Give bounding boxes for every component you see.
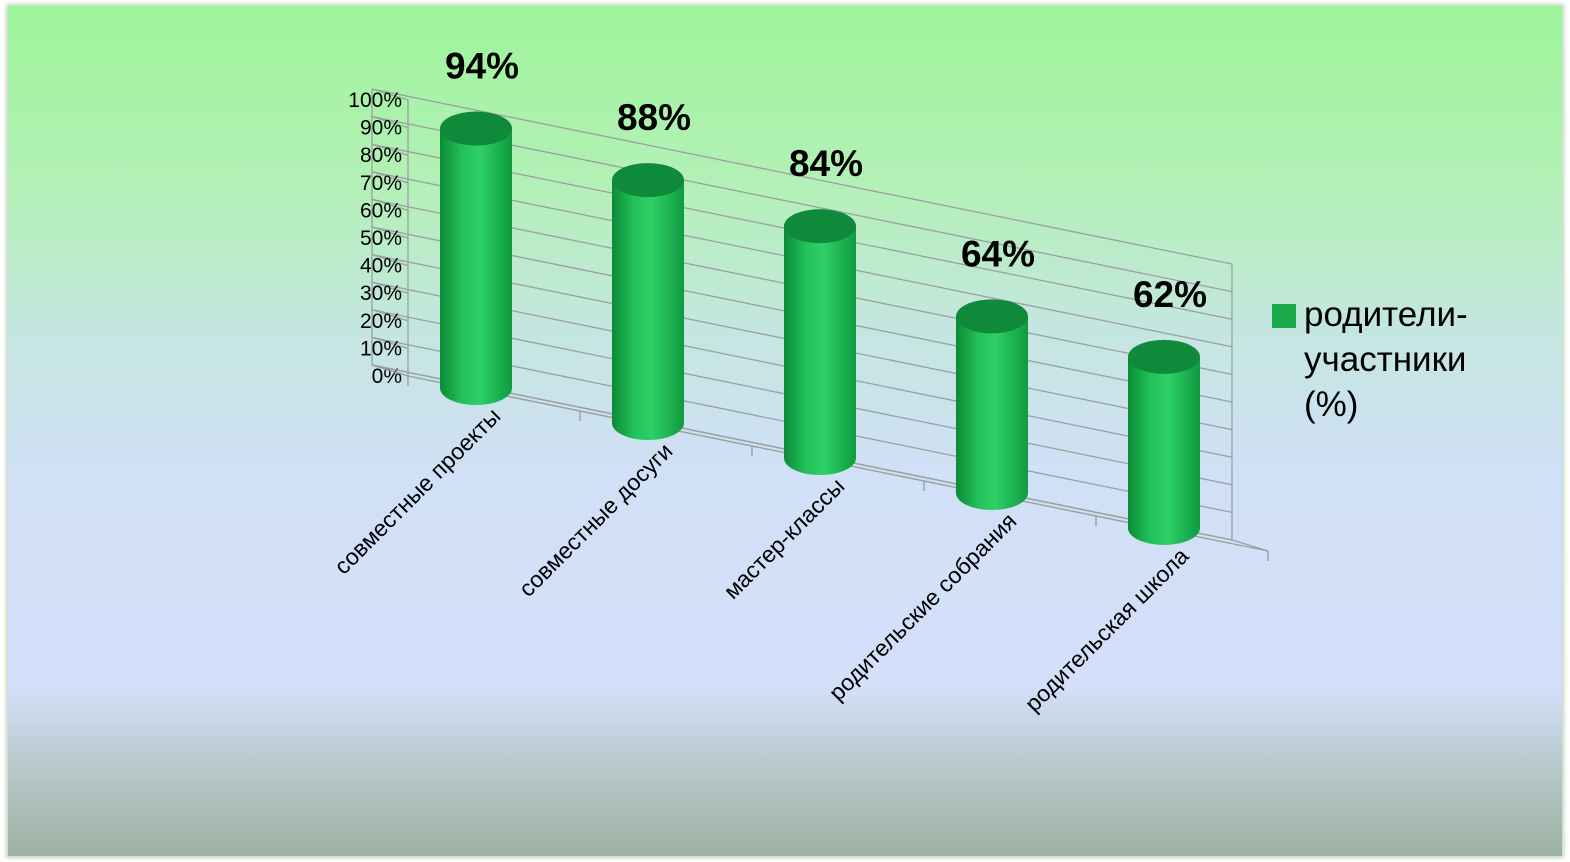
bar-body [784, 226, 856, 475]
bars [440, 111, 1200, 545]
x-category-label: родительская школа [1020, 543, 1194, 717]
side-gridline [371, 171, 409, 184]
bar-body [440, 128, 512, 405]
bar-body [956, 316, 1028, 510]
gridline [371, 115, 1233, 293]
bar-top [440, 111, 512, 146]
side-gridline [371, 115, 409, 129]
side-gridline [371, 88, 409, 101]
bar [956, 299, 1028, 510]
bar [612, 163, 684, 440]
x-category-label: родительские собрания [824, 508, 1022, 706]
y-tick-label: 60% [360, 199, 402, 222]
bar-top [956, 299, 1028, 334]
data-label: 88% [617, 97, 691, 138]
y-tick-label: 40% [360, 255, 402, 278]
x-category-label: совместные проекты [329, 403, 506, 580]
side-gridline [371, 198, 409, 212]
bar-top [612, 163, 684, 198]
data-label: 84% [789, 143, 863, 184]
side-gridline [371, 309, 409, 322]
x-category-label: мастер-классы [718, 473, 849, 604]
bar-top [784, 209, 856, 244]
floor-edge [1231, 539, 1269, 552]
y-tick-label: 20% [360, 310, 402, 333]
legend-swatch [1272, 304, 1296, 328]
data-label: 62% [1133, 274, 1207, 315]
y-tick-label: 0% [372, 365, 402, 388]
bar [1128, 339, 1200, 545]
bar [440, 111, 512, 405]
side-gridline [371, 143, 409, 156]
bar-body [612, 180, 684, 440]
side-gridline [371, 281, 409, 294]
side-gridline [371, 226, 409, 239]
data-label: 94% [445, 46, 519, 87]
gridline [371, 88, 1233, 265]
side-gridline [371, 253, 409, 267]
data-label: 64% [961, 233, 1035, 274]
y-tick-label: 80% [360, 144, 402, 167]
x-category-label: совместные досуги [513, 438, 677, 602]
bar [784, 209, 856, 475]
legend-label: родители-участники (%) [1304, 295, 1468, 424]
data-labels: 94% 88% 84% 64% 62% [445, 46, 1207, 315]
floor-edge [371, 364, 409, 377]
bar-body [1128, 356, 1200, 545]
y-tick-label: 50% [360, 227, 402, 250]
y-tick-label: 90% [360, 117, 402, 140]
bar-top [1128, 339, 1200, 374]
y-tick-label: 100% [348, 89, 402, 112]
y-tick-label: 30% [360, 282, 402, 305]
y-tick-label: 10% [360, 337, 402, 360]
y-tick-label: 70% [360, 172, 402, 195]
side-gridline [371, 336, 409, 350]
